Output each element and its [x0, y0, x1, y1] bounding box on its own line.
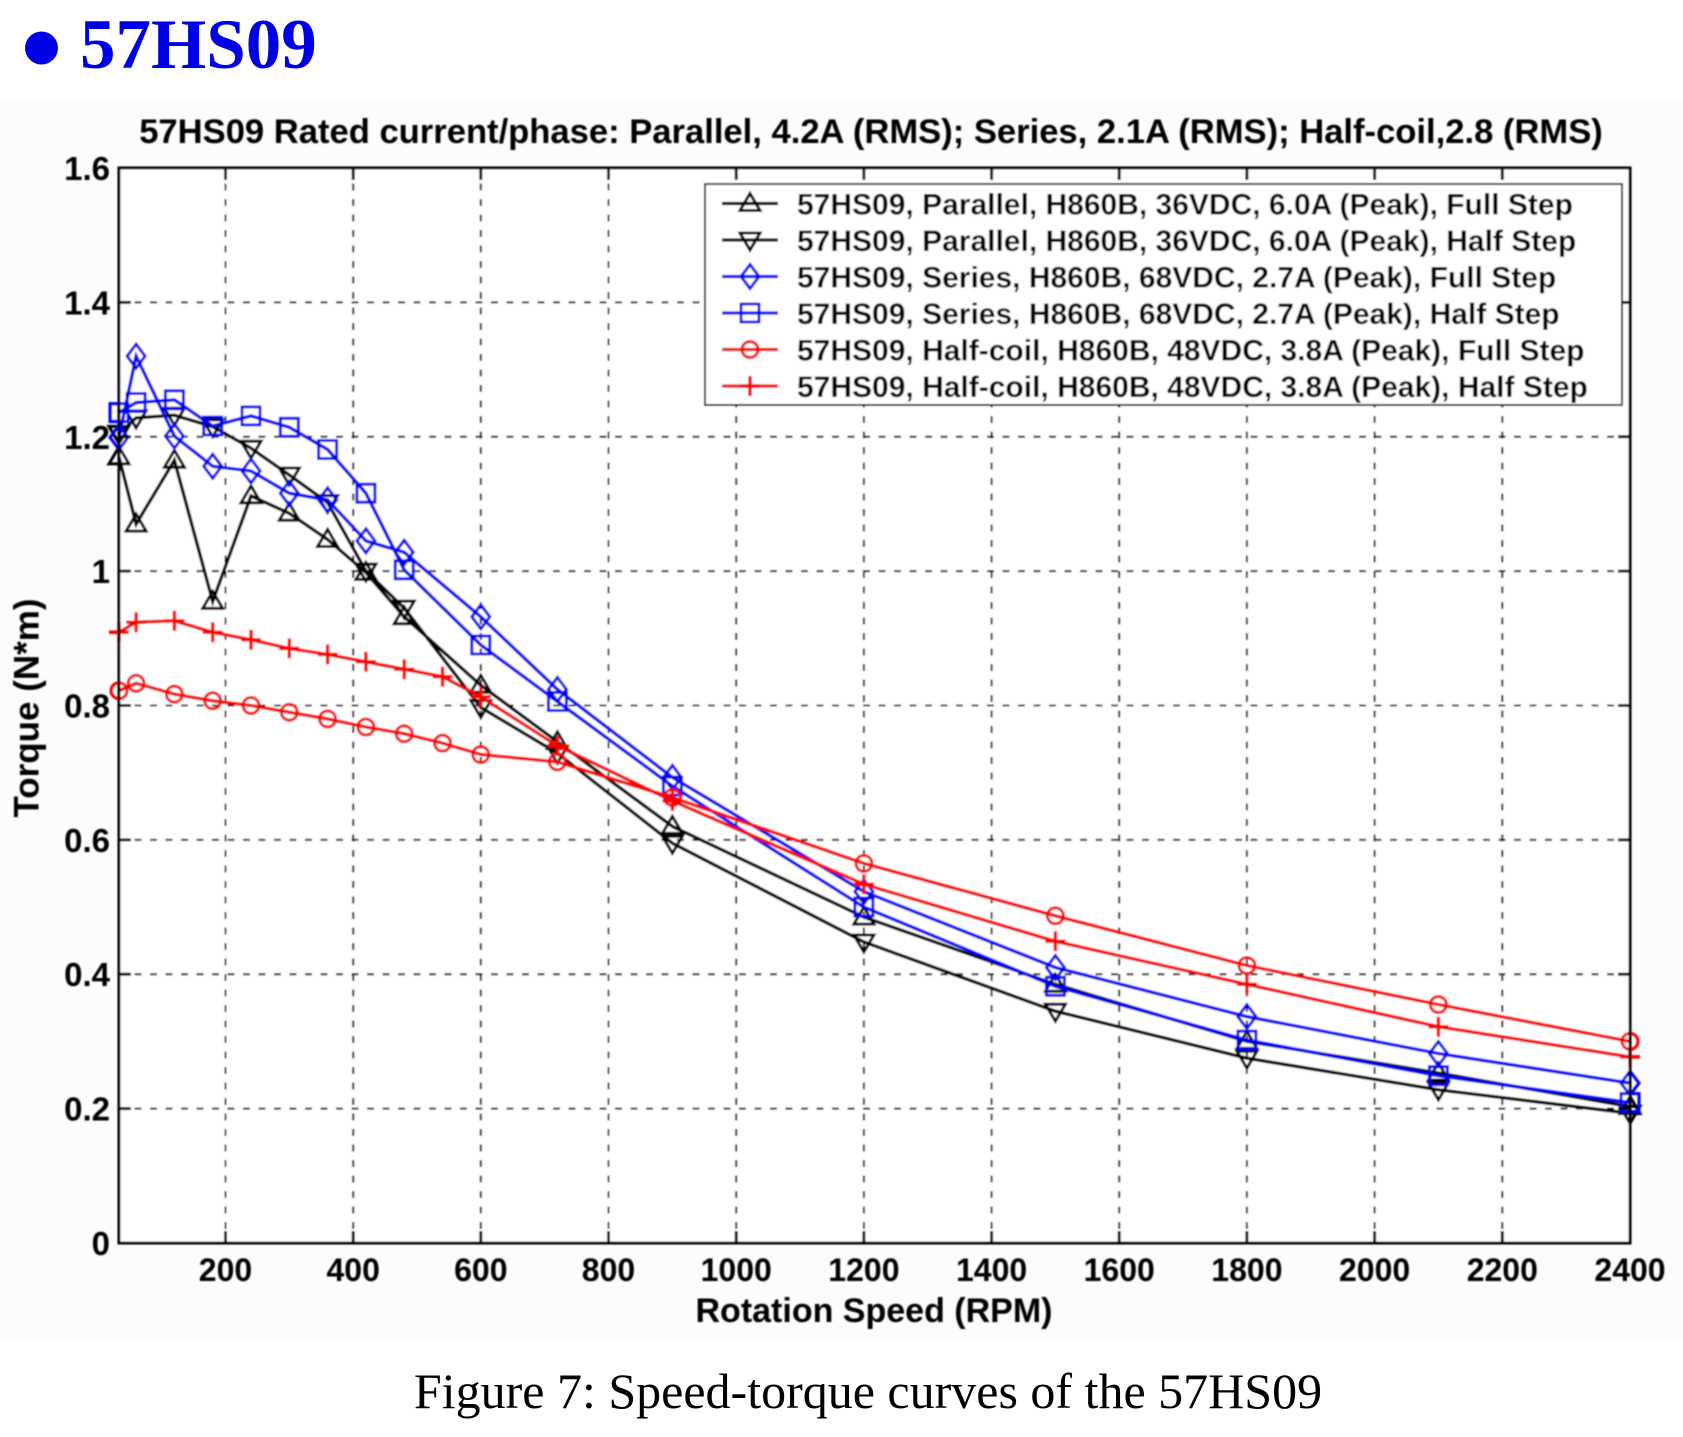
svg-text:57HS09, Half-coil, H860B, 48VD: 57HS09, Half-coil, H860B, 48VDC, 3.8A (P… [797, 371, 1588, 404]
svg-text:57HS09, Series, H860B, 68VDC,: 57HS09, Series, H860B, 68VDC, 2.7A (Peak… [797, 298, 1560, 331]
svg-text:Figure 7: Speed-torque curves: Figure 7: Speed-torque curves of the 57H… [414, 1363, 1322, 1419]
svg-text:57HS09 Rated current/phase: Pa: 57HS09 Rated current/phase: Parallel, 4.… [139, 113, 1603, 151]
svg-text:1400: 1400 [956, 1252, 1027, 1288]
svg-text:1000: 1000 [701, 1252, 772, 1288]
svg-text:200: 200 [199, 1252, 252, 1288]
svg-text:1.4: 1.4 [64, 284, 111, 321]
svg-text:57HS09, Parallel, H860B, 36VDC: 57HS09, Parallel, H860B, 36VDC, 6.0A (Pe… [797, 188, 1573, 221]
svg-text:600: 600 [454, 1252, 507, 1288]
svg-text:57HS09, Half-coil, H860B, 48VD: 57HS09, Half-coil, H860B, 48VDC, 3.8A (P… [797, 334, 1585, 367]
svg-text:57HS09, Parallel, H860B, 36VDC: 57HS09, Parallel, H860B, 36VDC, 6.0A (Pe… [797, 225, 1576, 258]
svg-text:1800: 1800 [1211, 1252, 1282, 1288]
svg-text:0.6: 0.6 [64, 822, 110, 859]
svg-text:Torque (N*m): Torque (N*m) [8, 598, 47, 817]
svg-text:57HS09: 57HS09 [80, 6, 317, 84]
svg-text:1: 1 [92, 553, 110, 590]
svg-text:2000: 2000 [1339, 1252, 1410, 1288]
svg-text:1600: 1600 [1084, 1252, 1155, 1288]
svg-text:800: 800 [582, 1252, 635, 1288]
svg-text:400: 400 [327, 1252, 380, 1288]
svg-text:57HS09, Series, H860B, 68VDC,: 57HS09, Series, H860B, 68VDC, 2.7A (Peak… [797, 261, 1556, 294]
svg-text:0.8: 0.8 [64, 688, 110, 725]
svg-text:1.2: 1.2 [64, 419, 110, 456]
svg-text:2400: 2400 [1594, 1252, 1665, 1288]
svg-text:2200: 2200 [1467, 1252, 1538, 1288]
svg-text:0: 0 [92, 1225, 110, 1262]
svg-text:0.4: 0.4 [64, 956, 111, 993]
svg-text:Rotation Speed (RPM): Rotation Speed (RPM) [696, 1292, 1053, 1330]
svg-text:0.2: 0.2 [64, 1091, 110, 1128]
svg-text:1.6: 1.6 [64, 150, 110, 187]
svg-text:1200: 1200 [828, 1252, 899, 1288]
